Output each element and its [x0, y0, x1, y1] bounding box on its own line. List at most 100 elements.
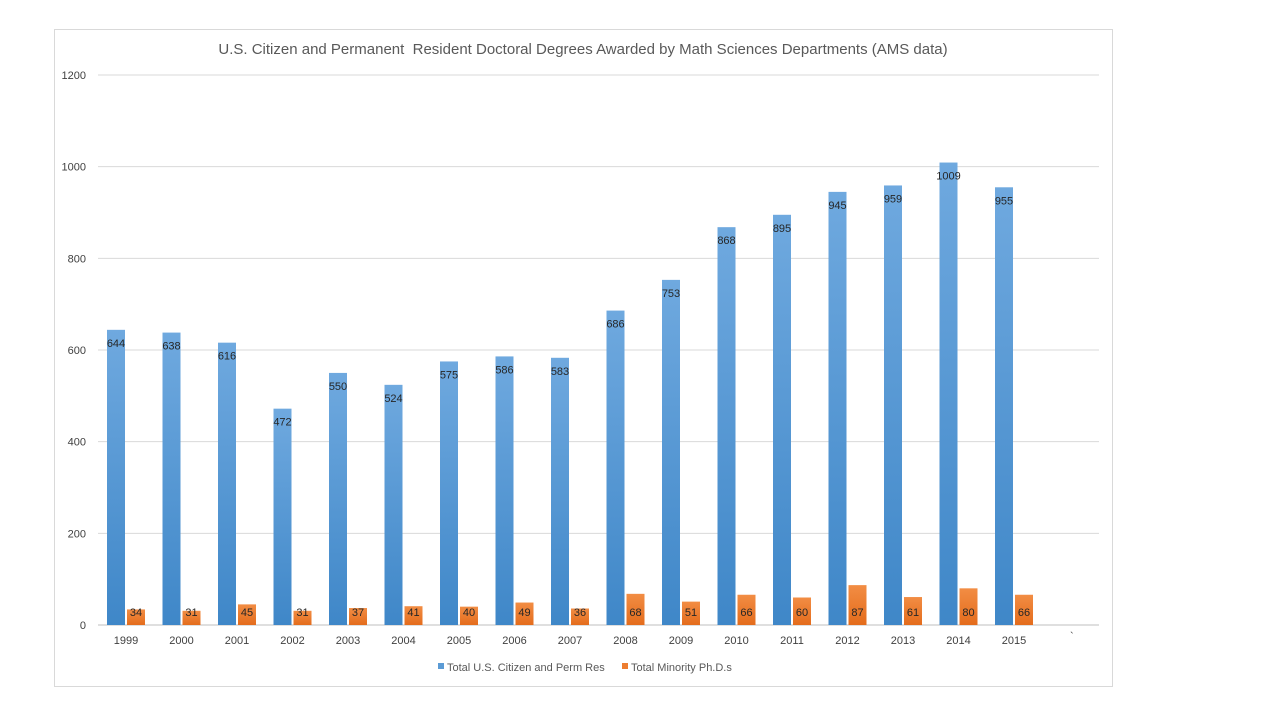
- bar-total-2007: [551, 357, 569, 625]
- bar-total-2004: [384, 384, 403, 625]
- bar-total-2014: [939, 162, 958, 625]
- bar-minority-2014: [959, 588, 978, 625]
- data-label-minority-1999: 34: [130, 607, 142, 619]
- bar-minority-2001: [238, 604, 256, 625]
- data-label-minority-2009: 51: [685, 607, 697, 619]
- bar-total-2002: [273, 408, 292, 625]
- bar-total-2015: [995, 187, 1013, 625]
- bar-total-2013: [884, 185, 902, 626]
- data-label-minority-2013: 61: [907, 607, 919, 619]
- data-label-total-2009: 753: [662, 288, 680, 300]
- x-tick-label: 2004: [391, 635, 415, 647]
- bar-minority-2006: [515, 602, 534, 625]
- data-label-total-1999: 644: [107, 338, 125, 350]
- gridlines: [98, 74, 1099, 626]
- bar-total-2012: [828, 191, 847, 625]
- bar-minority-2005: [460, 606, 478, 625]
- data-label-total-2001: 616: [218, 351, 236, 363]
- x-tick-label: 2012: [835, 635, 859, 647]
- stray-mark: `: [1070, 631, 1074, 643]
- x-tick-label: 2008: [613, 635, 637, 647]
- legend-label-series-1: Total U.S. Citizen and Perm Res: [447, 662, 605, 674]
- data-label-minority-2010: 66: [740, 607, 752, 619]
- legend-swatch-series-1: [438, 663, 444, 669]
- data-label-minority-2002: 31: [296, 607, 308, 619]
- x-tick-label: 2015: [1002, 635, 1026, 647]
- x-tick-label: 2001: [225, 635, 249, 647]
- x-tick-label: 2011: [780, 635, 804, 647]
- data-label-minority-2008: 68: [629, 607, 641, 619]
- x-tick-label: 2002: [280, 635, 304, 647]
- y-tick-label: 0: [80, 620, 86, 632]
- bars: [107, 162, 1033, 626]
- data-label-total-2014: 1009: [936, 171, 960, 183]
- data-label-minority-2014: 80: [962, 607, 974, 619]
- bar-total-1999: [107, 329, 125, 625]
- bar-total-2011: [773, 214, 791, 625]
- data-label-minority-2003: 37: [352, 607, 364, 619]
- x-tick-label: 2009: [669, 635, 693, 647]
- bar-total-2000: [162, 332, 181, 625]
- x-tick-label: 1999: [114, 635, 138, 647]
- data-label-minority-2007: 36: [574, 607, 586, 619]
- data-label-minority-2001: 45: [241, 607, 253, 619]
- data-label-total-2000: 638: [162, 341, 180, 353]
- legend-swatch-series-2: [622, 663, 628, 669]
- bar-minority-2008: [626, 593, 645, 625]
- y-tick-label: 1000: [62, 162, 86, 174]
- data-label-minority-2005: 40: [463, 607, 475, 619]
- bar-total-2001: [218, 342, 236, 625]
- y-tick-label: 400: [68, 437, 86, 449]
- data-label-total-2011: 895: [773, 223, 791, 235]
- data-label-minority-2012: 87: [851, 607, 863, 619]
- data-label-total-2005: 575: [440, 369, 458, 381]
- x-tick-label: 2014: [946, 635, 970, 647]
- bar-minority-2012: [848, 585, 867, 625]
- data-label-total-2008: 686: [606, 319, 624, 331]
- x-tick-label: 2006: [502, 635, 526, 647]
- bar-total-2005: [440, 361, 458, 625]
- x-tick-label: 2007: [558, 635, 582, 647]
- data-label-minority-2000: 31: [185, 607, 197, 619]
- bar-total-2003: [329, 372, 347, 625]
- bar-minority-2007: [571, 608, 589, 625]
- legend: Total U.S. Citizen and Perm Res Total Mi…: [438, 662, 732, 674]
- data-label-minority-2004: 41: [407, 607, 419, 619]
- data-label-total-2012: 945: [828, 200, 846, 212]
- data-labels: 644 34 638 31 616 45 472 31 550 37 524 41 575 40 586 49…: [107, 171, 1030, 619]
- bar-total-2010: [717, 227, 736, 625]
- bar-total-2006: [495, 356, 514, 625]
- data-label-total-2013: 959: [884, 193, 902, 205]
- y-tick-label: 600: [68, 345, 86, 357]
- chart-title: U.S. Citizen and Permanent Resident Doct…: [218, 41, 947, 58]
- bar-minority-2013: [904, 597, 922, 625]
- bar-minority-2015: [1015, 594, 1033, 625]
- x-tick-label: 2005: [447, 635, 471, 647]
- data-label-total-2007: 583: [551, 366, 569, 378]
- data-label-total-2010: 868: [717, 235, 735, 247]
- bar-minority-2011: [793, 597, 811, 625]
- bar-minority-2010: [737, 594, 756, 625]
- bar-minority-2009: [682, 601, 700, 625]
- data-label-total-2015: 955: [995, 195, 1013, 207]
- y-tick-label: 200: [68, 528, 86, 540]
- bar-minority-2003: [349, 608, 367, 625]
- data-label-total-2006: 586: [495, 364, 513, 376]
- x-tick-label: 2010: [724, 635, 748, 647]
- axes: 0 200 400 600 800 1000 1200 1999 2000 2001 2002 200…: [62, 70, 1027, 647]
- bar-minority-2000: [182, 610, 201, 625]
- data-label-total-2002: 472: [273, 417, 291, 429]
- y-tick-label: 1200: [62, 70, 86, 82]
- data-label-total-2004: 524: [384, 393, 402, 405]
- x-tick-label: 2000: [169, 635, 193, 647]
- legend-label-series-2: Total Minority Ph.D.s: [631, 662, 732, 674]
- data-label-minority-2006: 49: [518, 607, 530, 619]
- data-label-minority-2015: 66: [1018, 607, 1030, 619]
- bar-total-2009: [662, 279, 680, 625]
- x-tick-label: 2003: [336, 635, 360, 647]
- bar-total-2008: [606, 310, 625, 625]
- data-label-minority-2011: 60: [796, 607, 808, 619]
- bar-minority-1999: [127, 609, 145, 625]
- data-label-total-2003: 550: [329, 381, 347, 393]
